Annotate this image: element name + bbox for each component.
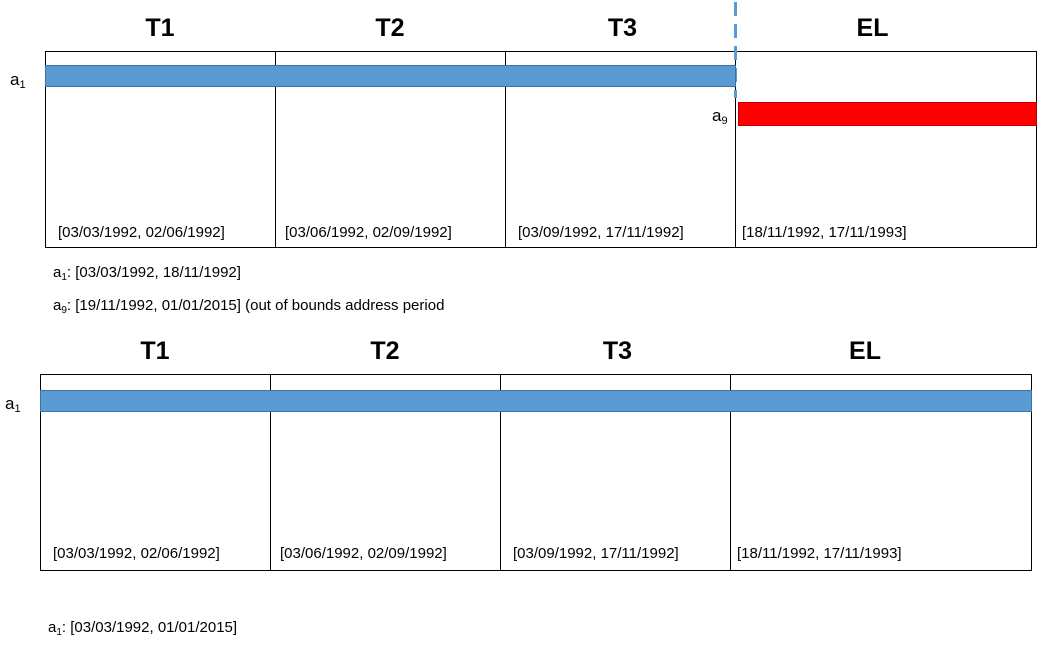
period-header-t1: T1 (145, 14, 175, 42)
address-label-a9: a9 (712, 106, 728, 127)
address-bar-a1 (40, 390, 1032, 412)
period-header-el: EL (849, 337, 881, 365)
address-bar-a9 (738, 102, 1037, 126)
period-header-t2: T2 (370, 337, 400, 365)
note-a1: a1: [03/03/1992, 18/11/1992] (53, 264, 241, 283)
range-label-t3: [03/09/1992, 17/11/1992] (513, 545, 679, 562)
range-label-el: [18/11/1992, 17/11/1993] (742, 224, 907, 241)
period-header-t3: T3 (607, 14, 638, 42)
note-a1: a1: [03/03/1992, 01/01/2015] (48, 619, 238, 638)
period-header-t1: T1 (140, 337, 170, 365)
range-label-t1: [03/03/1992, 02/06/1992] (53, 545, 220, 562)
period-box-el (735, 51, 1037, 248)
period-header-el: EL (856, 14, 889, 42)
range-label-el: [18/11/1992, 17/11/1993] (737, 545, 902, 562)
address-label-a1: a1 (10, 70, 26, 91)
range-label-t1: [03/03/1992, 02/06/1992] (58, 224, 225, 241)
period-header-t2: T2 (375, 14, 405, 42)
address-label-a1: a1 (5, 394, 21, 415)
period-header-t3: T3 (602, 337, 633, 365)
range-label-t2: [03/06/1992, 02/09/1992] (285, 224, 452, 241)
range-label-t3: [03/09/1992, 17/11/1992] (518, 224, 684, 241)
address-bar-a1 (45, 65, 736, 87)
range-label-t2: [03/06/1992, 02/09/1992] (280, 545, 447, 562)
period-boundary-dashed-line (734, 2, 737, 98)
note-a9: a9: [19/11/1992, 01/01/2015] (out of bou… (53, 297, 445, 316)
